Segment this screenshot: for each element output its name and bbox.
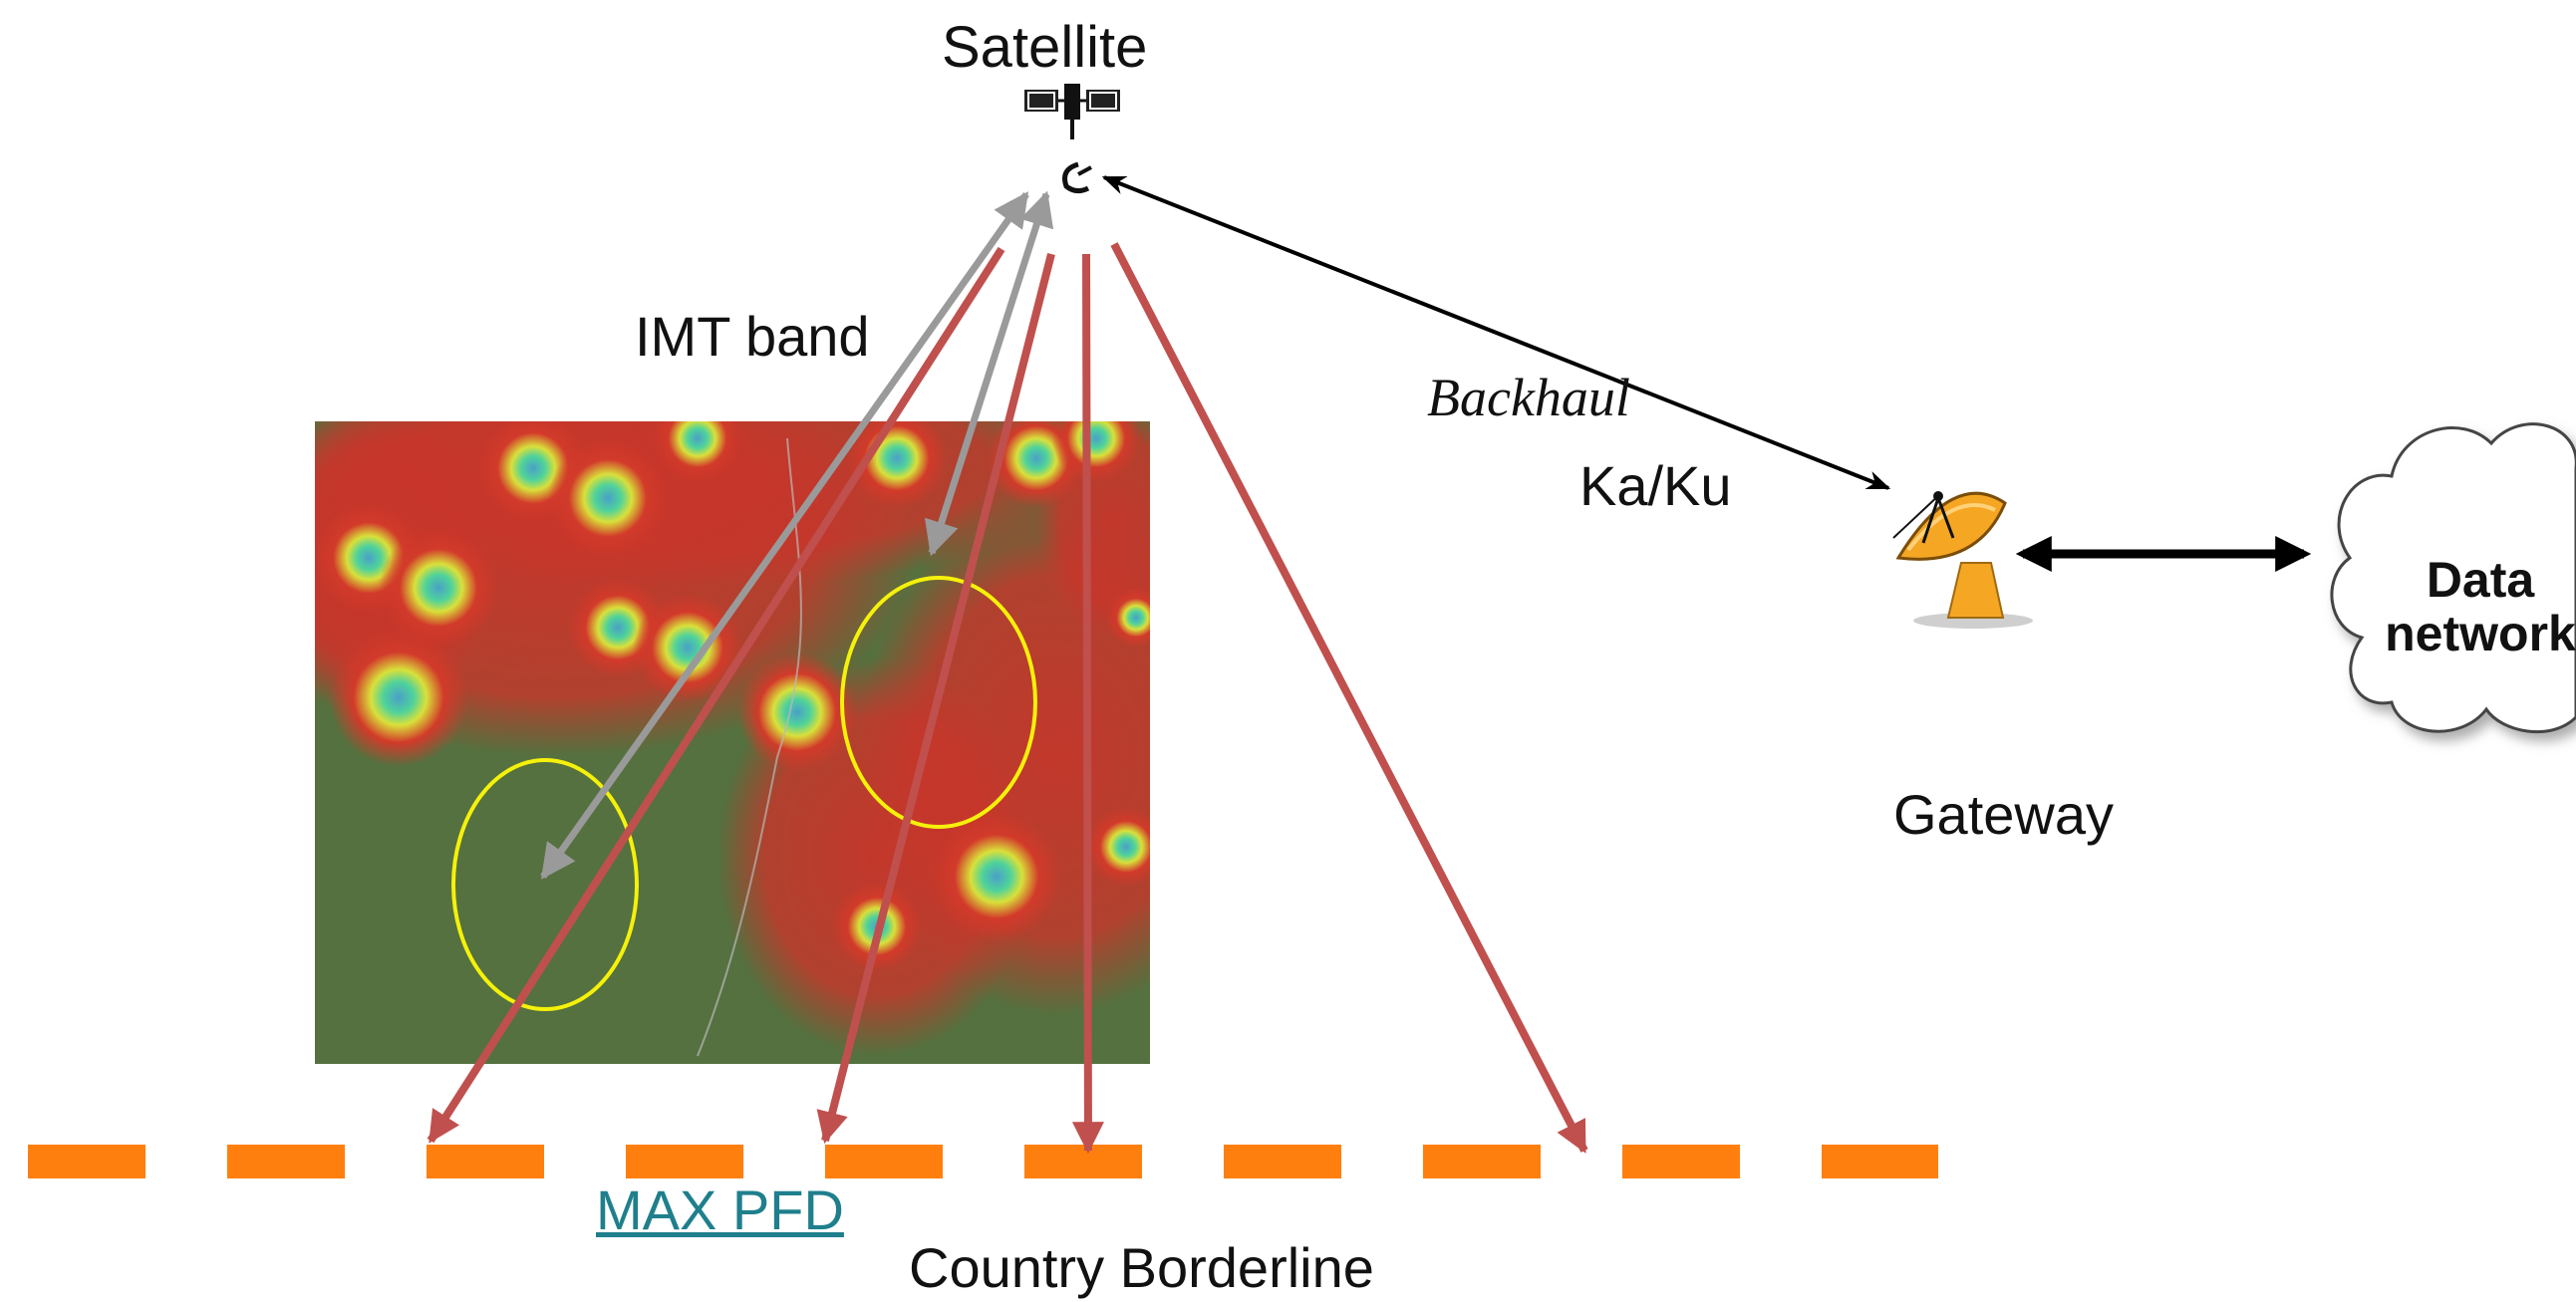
backhaul-label: Backhaul — [1427, 368, 1630, 427]
imt-arrow-right — [924, 190, 1054, 557]
max-pfd-link[interactable]: MAX PFD — [596, 1178, 844, 1241]
satellite-icon — [1024, 84, 1120, 194]
imt-band-label: IMT band — [635, 305, 870, 368]
satellite-label: Satellite — [942, 15, 1148, 80]
data-network-label-line2: network — [2385, 606, 2576, 661]
backhaul-arrow — [1101, 175, 1891, 490]
data-network-label-line1: Data — [2426, 552, 2535, 608]
data-network-label: Data network — [2366, 553, 2576, 660]
pfd-arrow-2 — [816, 253, 1055, 1145]
cloud-icon — [2330, 422, 2576, 733]
country-borderline-label: Country Borderline — [909, 1236, 1374, 1299]
pfd-arrow-1 — [427, 246, 1005, 1144]
pfd-arrow-3 — [1071, 253, 1104, 1155]
ka-ku-label: Ka/Ku — [1579, 454, 1732, 517]
gateway-label: Gateway — [1893, 783, 2114, 846]
coverage-map — [315, 421, 1150, 1064]
satellite-dish-icon — [1892, 491, 2033, 629]
